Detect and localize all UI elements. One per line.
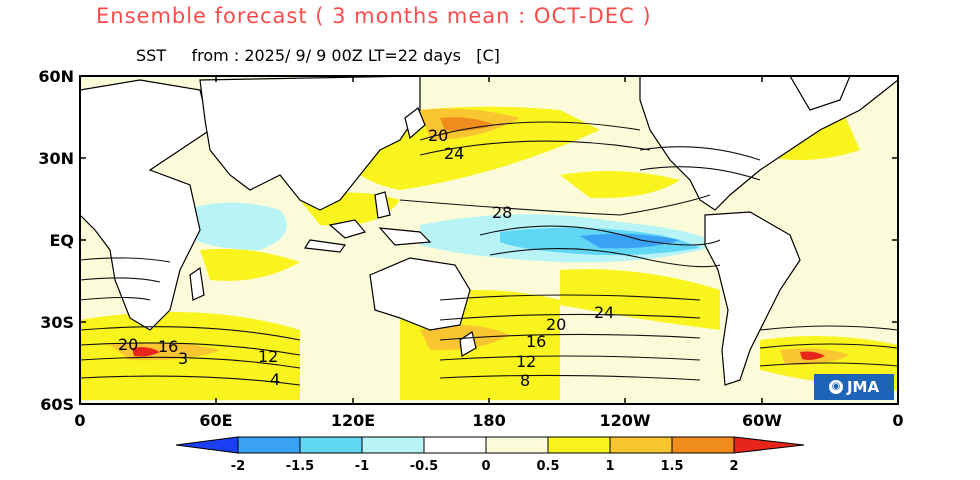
contour-s-8 [439, 374, 701, 381]
contour-label: 12 [516, 352, 536, 371]
colorbar-seg-pos-0-5 [547, 436, 611, 454]
contour-label: 16 [158, 337, 178, 356]
colorbar-label: 0.5 [536, 459, 559, 474]
land-japan [404, 107, 426, 140]
contour-si-20 [80, 326, 301, 341]
contour-s-24 [439, 294, 701, 301]
land-madagascar [189, 266, 205, 301]
contour-na-1 [639, 146, 761, 161]
figure-title: Ensemble forecast ( 3 months mean : OCT-… [96, 4, 652, 28]
colorbar-label: -1 [355, 459, 369, 474]
colorbar-seg-neg-0-5 [361, 436, 425, 454]
colorbar-seg-zero-neg [423, 436, 487, 454]
contour-atl-2 [80, 277, 161, 283]
contour-sa-1 [759, 325, 898, 331]
lat-label: 60S [40, 395, 74, 414]
contour-n-20 [419, 121, 641, 141]
lon-label: 60W [742, 411, 782, 430]
jma-logo-text: JMA [846, 378, 880, 396]
jma-logo-icon: ◉ [828, 380, 843, 394]
colorbar-label: -0.5 [410, 459, 438, 474]
lat-label: EQ [49, 231, 74, 250]
contour-sa-3 [759, 362, 898, 367]
lon-label: 0 [892, 411, 903, 430]
contour-label: 8 [520, 371, 530, 390]
contour-label: 3 [178, 349, 188, 368]
colorbar-seg-neg-1-5 [237, 436, 301, 454]
contour-atl-3 [80, 296, 151, 301]
colorbar-label: 1.5 [660, 459, 683, 474]
contour-label: 20 [546, 315, 566, 334]
contour-label: 4 [270, 370, 280, 389]
lon-label: 60E [199, 411, 232, 430]
colorbar-label: 1 [605, 459, 614, 474]
colorbar: -2 -1.5 -1 -0.5 0 0.5 1 1.5 2 [175, 436, 805, 474]
lon-label: 0 [74, 411, 85, 430]
anom-hot-south-indian [132, 347, 160, 357]
contour-label: 28 [492, 203, 512, 222]
lon-label: 120W [599, 411, 650, 430]
anom-hot-south-atlantic [800, 351, 825, 360]
contour-labels: 20 24 28 24 20 16 12 8 20 16 12 4 3 [118, 126, 614, 390]
colorbar-label: 0 [481, 459, 490, 474]
colorbar-seg-zero-pos [485, 436, 549, 454]
land-south-america [704, 211, 801, 386]
contour-si-4 [80, 375, 301, 386]
colorbar-label: -1.5 [286, 459, 314, 474]
contour-label: 24 [444, 144, 464, 163]
contour-label: 12 [258, 347, 278, 366]
land-north-america [639, 76, 898, 211]
longitude-axis: 0 60E 120E 180 120W 60W 0 [74, 76, 904, 430]
colorbar-seg-pos-1-5 [671, 436, 735, 454]
land-masses [80, 76, 898, 386]
colorbar-seg-neg-2 [175, 436, 239, 454]
contour-sa-2 [759, 343, 898, 349]
contour-si-12 [80, 356, 301, 369]
anom-warm-ne-pacific [560, 171, 680, 199]
latitude-axis: 60N 30N EQ 30S 60S [38, 67, 898, 414]
colorbar-label: 2 [729, 459, 738, 474]
contour-n-24 [419, 140, 651, 156]
anom-cool-pacific-core [580, 233, 680, 249]
colorbar-seg-pos-1 [609, 436, 673, 454]
contour-label: 20 [118, 335, 138, 354]
contour-eq-2 [489, 248, 721, 268]
contour-s-12 [439, 355, 701, 361]
anom-hot-nw-pacific [440, 117, 495, 131]
contour-na-2 [639, 166, 761, 181]
land-greenland [789, 76, 851, 111]
contour-s-20 [439, 313, 701, 321]
colorbar-seg-pos-2 [733, 436, 805, 454]
land-new-guinea [378, 227, 432, 246]
anomaly-field: 20 24 28 24 20 16 12 8 20 16 12 4 3 [80, 76, 898, 404]
anom-cool-indian [185, 202, 287, 250]
anom-warm-south-trop-indian [200, 248, 300, 281]
colorbar-seg-neg-1 [299, 436, 363, 454]
colorbar-label: -2 [231, 459, 245, 474]
lon-label: 120E [331, 411, 375, 430]
contour-lines [80, 121, 898, 386]
anom-warm-se-pacific [560, 269, 720, 330]
contour-label: 24 [594, 303, 614, 322]
land-philippines [374, 191, 391, 219]
jma-logo-badge: ◉ JMA [814, 374, 894, 400]
contour-si-16 [80, 342, 301, 356]
land-java [303, 239, 347, 253]
contour-s-16 [439, 333, 701, 341]
lon-label: 180 [472, 411, 505, 430]
figure-subtitle: SST from : 2025/ 9/ 9 00Z LT=22 days [C] [136, 46, 500, 65]
contour-atl-1 [80, 257, 171, 263]
contour-28 [399, 194, 711, 216]
lat-label: 60N [38, 67, 74, 86]
land-australia [369, 257, 471, 331]
land-borneo [328, 219, 367, 239]
contour-label: 16 [526, 332, 546, 351]
lat-label: 30N [38, 149, 74, 168]
contour-label: 20 [428, 126, 448, 145]
contour-eq-1 [479, 225, 721, 246]
lat-label: 30S [40, 313, 74, 332]
